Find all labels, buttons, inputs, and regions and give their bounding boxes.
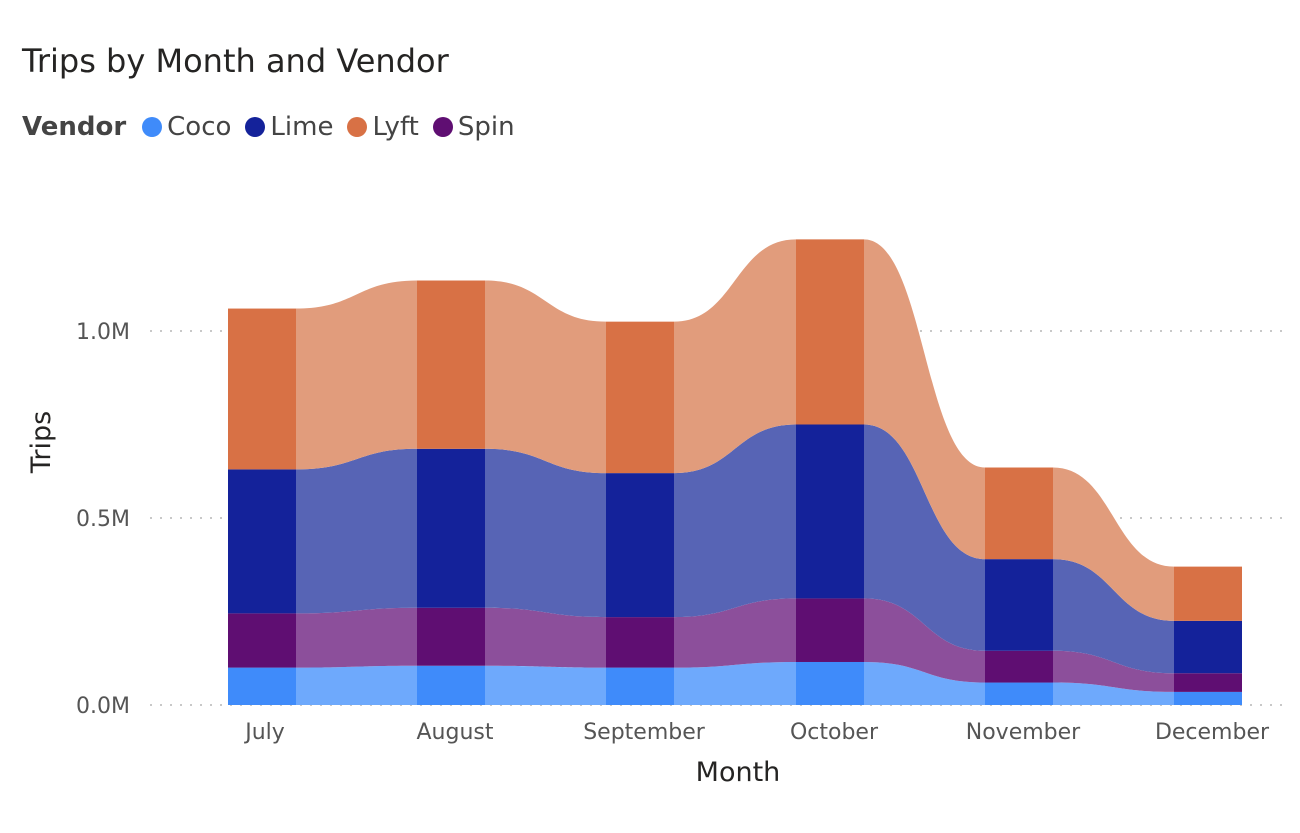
ribbon-lime[interactable]: [485, 448, 606, 618]
legend-label-lyft: Lyft: [372, 112, 419, 142]
bar-spin[interactable]: [1174, 673, 1242, 692]
ribbon-spin[interactable]: [864, 598, 985, 683]
bar-spin[interactable]: [417, 607, 485, 666]
bar-lyft[interactable]: [606, 321, 674, 474]
bar-spin[interactable]: [228, 613, 296, 668]
ribbon-lime[interactable]: [1053, 559, 1174, 674]
y-tick-label: 0.5M: [76, 507, 130, 532]
ribbon-spin[interactable]: [1053, 650, 1174, 692]
ribbon-spin[interactable]: [674, 598, 796, 668]
bar-spin[interactable]: [796, 598, 864, 662]
legend-item-lime[interactable]: Lime: [245, 112, 333, 142]
ribbon-coco[interactable]: [485, 665, 606, 705]
y-tick-label: 0.0M: [76, 694, 130, 719]
bar-lyft[interactable]: [985, 467, 1053, 560]
bar-lime[interactable]: [985, 559, 1053, 651]
bar-lyft[interactable]: [1174, 566, 1242, 621]
x-tick-label: October: [790, 720, 879, 745]
ribbon-coco[interactable]: [1053, 682, 1174, 705]
ribbon-coco[interactable]: [674, 661, 796, 705]
legend-item-spin[interactable]: Spin: [432, 112, 515, 142]
ribbon-lyft[interactable]: [674, 239, 796, 474]
legend-item-coco[interactable]: Coco: [142, 112, 231, 142]
legend-dot-coco: [142, 117, 163, 137]
x-tick-label: July: [243, 720, 285, 745]
x-tick-label: August: [417, 720, 494, 745]
ribbons: [296, 239, 1174, 705]
y-axis-ticks: 0.0M 0.5M 1.0M: [76, 320, 130, 719]
x-axis-ticks: July August September October November Decemb…: [243, 720, 1270, 745]
bar-spin[interactable]: [606, 617, 674, 668]
bar-lime[interactable]: [796, 424, 864, 599]
bar-coco[interactable]: [606, 667, 674, 705]
ribbon-coco[interactable]: [296, 665, 417, 705]
bar-coco[interactable]: [1174, 691, 1242, 705]
bar-lime[interactable]: [417, 448, 485, 608]
bar-lyft[interactable]: [796, 239, 864, 425]
chart-title: Trips by Month and Vendor: [22, 42, 449, 80]
bar-lyft[interactable]: [228, 308, 296, 470]
ribbon-spin[interactable]: [296, 607, 417, 668]
ribbon-lime[interactable]: [864, 424, 985, 651]
x-tick-label: November: [966, 720, 1081, 745]
ribbon-lime[interactable]: [296, 448, 417, 614]
bar-coco[interactable]: [228, 667, 296, 705]
ribbon-lyft[interactable]: [864, 239, 985, 560]
ribbon-coco[interactable]: [864, 661, 985, 705]
bar-coco[interactable]: [985, 682, 1053, 705]
legend-dot-spin: [432, 117, 453, 137]
ribbon-lyft[interactable]: [1053, 467, 1174, 621]
legend-label-lime: Lime: [270, 112, 334, 142]
y-axis-title: Trips: [26, 411, 57, 474]
legend-item-lyft[interactable]: Lyft: [347, 112, 419, 142]
ribbon-lime[interactable]: [674, 424, 796, 618]
bar-lime[interactable]: [606, 473, 674, 618]
bar-lime[interactable]: [1174, 620, 1242, 674]
bar-lyft[interactable]: [417, 280, 485, 449]
legend-label-coco: Coco: [167, 112, 232, 142]
legend-title: Vendor: [22, 112, 127, 142]
legend-dot-lime: [245, 117, 266, 137]
y-tick-label: 1.0M: [76, 320, 130, 345]
legend-dot-lyft: [347, 117, 368, 137]
bar-spin[interactable]: [985, 650, 1053, 683]
x-tick-label: September: [583, 720, 706, 745]
ribbon-spin[interactable]: [485, 607, 606, 668]
ribbon-lyft[interactable]: [485, 280, 606, 474]
bar-coco[interactable]: [796, 661, 864, 705]
legend: Vendor Coco Lime Lyft Spin: [22, 112, 529, 142]
ribbon-lyft[interactable]: [296, 280, 417, 470]
bar-lime[interactable]: [228, 469, 296, 614]
bars: [228, 239, 1242, 705]
x-axis-title: Month: [696, 757, 781, 788]
bar-coco[interactable]: [417, 665, 485, 705]
x-tick-label: December: [1155, 720, 1270, 745]
legend-label-spin: Spin: [457, 112, 515, 142]
